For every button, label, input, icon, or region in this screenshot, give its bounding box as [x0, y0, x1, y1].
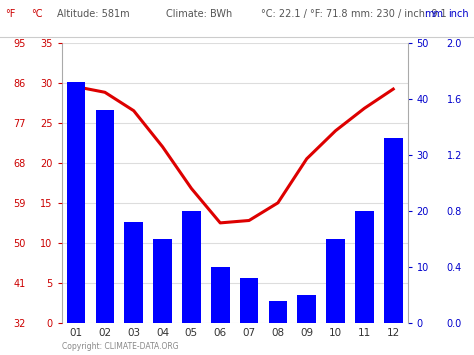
Text: inch: inch: [448, 9, 469, 19]
Bar: [153, 239, 172, 323]
Bar: [268, 301, 287, 323]
Bar: [384, 138, 402, 323]
Bar: [95, 110, 114, 323]
Text: Climate: BWh: Climate: BWh: [166, 9, 232, 19]
Bar: [67, 82, 85, 323]
Bar: [297, 295, 316, 323]
Bar: [182, 211, 201, 323]
Bar: [326, 239, 345, 323]
Bar: [355, 211, 374, 323]
Bar: [211, 267, 229, 323]
Text: °F: °F: [5, 9, 15, 19]
Bar: [124, 222, 143, 323]
Text: °C: °C: [31, 9, 42, 19]
Text: mm: 230 / inch: 9.1: mm: 230 / inch: 9.1: [351, 9, 447, 19]
Text: Altitude: 581m: Altitude: 581m: [57, 9, 129, 19]
Bar: [240, 278, 258, 323]
Text: °C: 22.1 / °F: 71.8: °C: 22.1 / °F: 71.8: [261, 9, 347, 19]
Text: Copyright: CLIMATE-DATA.ORG: Copyright: CLIMATE-DATA.ORG: [62, 343, 178, 351]
Text: mm: mm: [424, 9, 443, 19]
